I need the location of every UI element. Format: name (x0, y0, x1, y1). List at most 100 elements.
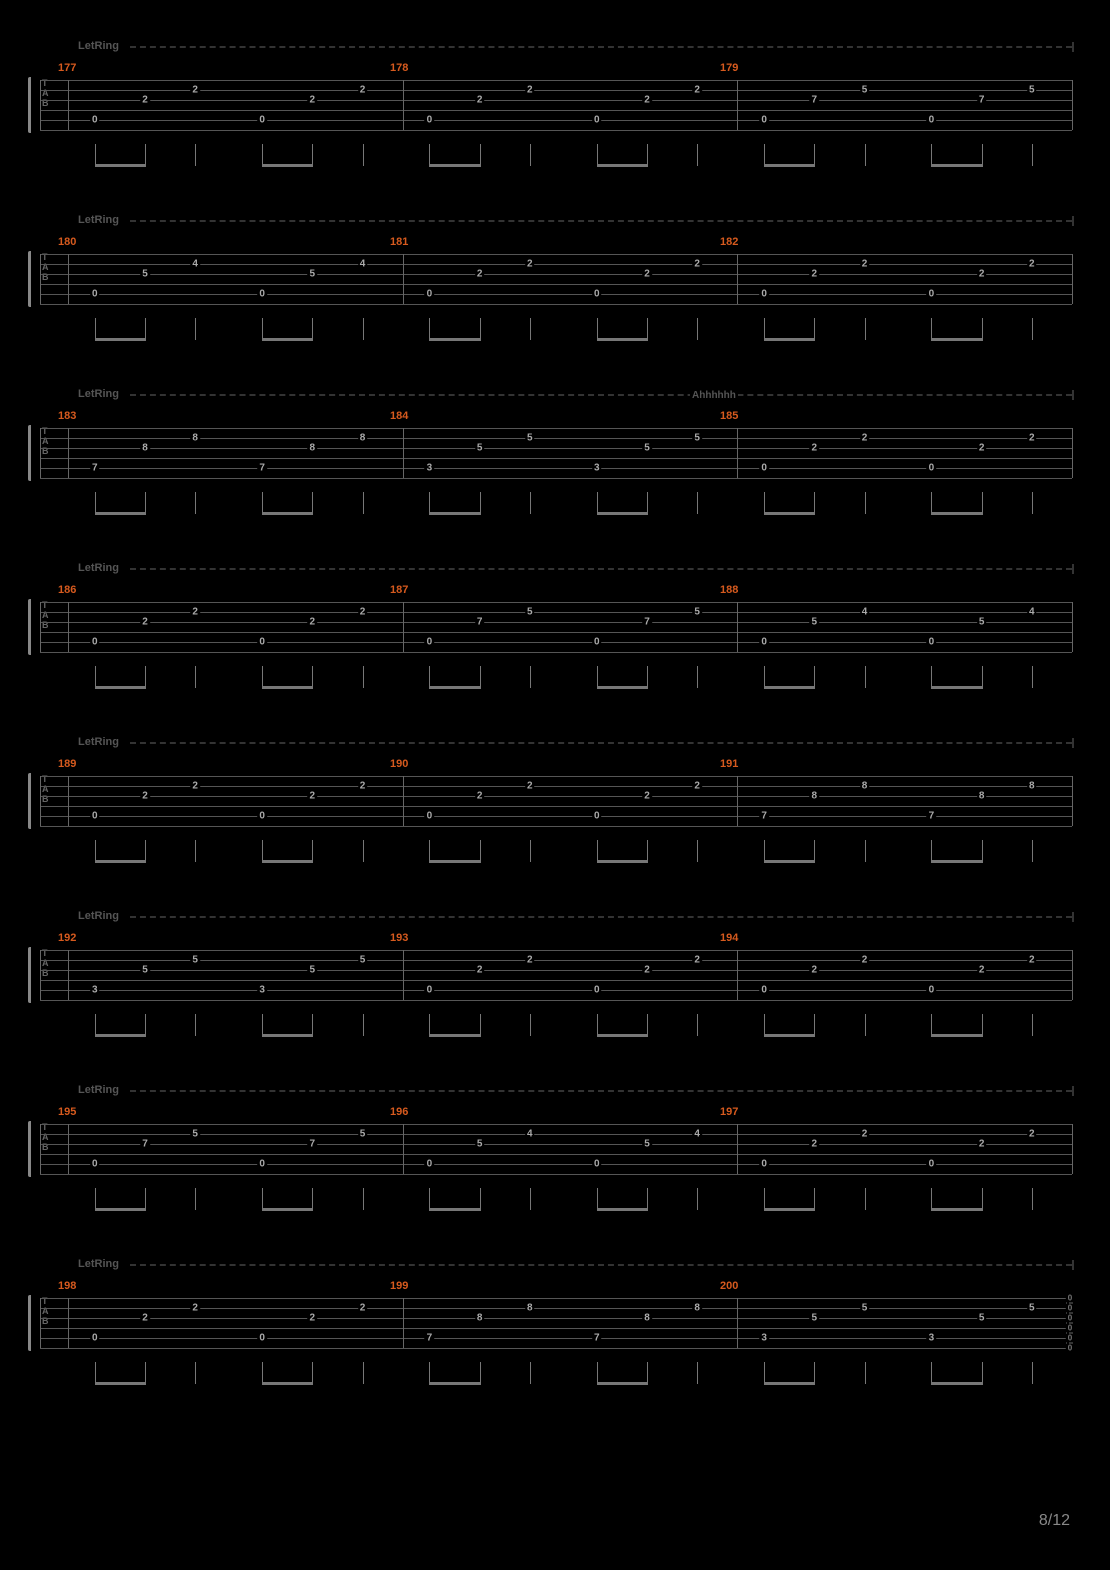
beam (95, 1208, 146, 1211)
fret-number: 2 (642, 269, 652, 280)
note-stem (982, 492, 983, 514)
fret-number: 5 (475, 443, 485, 454)
letring-dashline (130, 568, 1072, 570)
beam-layer (40, 1362, 1072, 1390)
beam (764, 1208, 815, 1211)
note-stem (1032, 1188, 1033, 1210)
beam (262, 338, 313, 341)
note-stem (95, 1188, 96, 1210)
note-stem (429, 492, 430, 514)
measure-number: 194 (720, 932, 738, 944)
tab-system: LetRing198199200TAB000000022022788788355… (30, 1258, 1080, 1396)
beam (764, 860, 815, 863)
note-stem (530, 1362, 531, 1384)
note-stem (480, 1362, 481, 1384)
letring-dashline (130, 394, 1072, 396)
fret-number: 0 (425, 115, 435, 126)
beam-layer (40, 840, 1072, 868)
staff-line (40, 468, 1072, 469)
fret-number: 2 (692, 259, 702, 270)
tab-staff: 355355022022022022 (40, 950, 1072, 1000)
beam-layer (40, 1188, 1072, 1216)
note-stem (363, 144, 364, 166)
measure-number: 190 (390, 758, 408, 770)
letring-dashline (130, 1264, 1072, 1266)
fret-number: 7 (257, 463, 267, 474)
note-stem (865, 1362, 866, 1384)
beam (597, 1382, 648, 1385)
beam (429, 338, 480, 341)
staff-line (40, 478, 1072, 479)
note-stem (931, 492, 932, 514)
staff-line (40, 622, 1072, 623)
note-stem (697, 318, 698, 340)
system-start-barline (40, 428, 41, 478)
staff-line (40, 980, 1072, 981)
fret-number: 0 (257, 811, 267, 822)
fret-number: 2 (190, 1303, 200, 1314)
barline (1072, 602, 1073, 652)
beam (597, 686, 648, 689)
measure-number: 196 (390, 1106, 408, 1118)
staff-line (40, 990, 1072, 991)
fret-number: 3 (927, 1333, 937, 1344)
fret-number: 2 (692, 955, 702, 966)
end-chord-fret: 0 (1066, 1314, 1074, 1323)
note-stem (262, 492, 263, 514)
staff-line (40, 1338, 1072, 1339)
tab-system: LetRing189190191TAB022022022022788788 (30, 736, 1080, 874)
fret-number: 2 (977, 269, 987, 280)
beam (597, 860, 648, 863)
tab-staff: 075075054054022022 (40, 1124, 1072, 1174)
note-stem (982, 1014, 983, 1036)
measure-number: 197 (720, 1106, 738, 1118)
fret-number: 3 (592, 463, 602, 474)
note-stem (814, 840, 815, 862)
note-stem (530, 840, 531, 862)
fret-number: 2 (977, 1139, 987, 1150)
measure-number: 182 (720, 236, 738, 248)
note-stem (195, 318, 196, 340)
barline (737, 1124, 738, 1174)
fret-number: 2 (308, 617, 318, 628)
staff-line (40, 1144, 1072, 1145)
staff-line (40, 254, 1072, 255)
fret-number: 4 (1027, 607, 1037, 618)
barline (68, 776, 69, 826)
fret-number: 2 (358, 781, 368, 792)
beam (764, 1034, 815, 1037)
staff-line (40, 1124, 1072, 1125)
measure-number: 181 (390, 236, 408, 248)
fret-number: 2 (358, 607, 368, 618)
fret-number: 2 (525, 259, 535, 270)
barline (1072, 80, 1073, 130)
fret-number: 0 (90, 811, 100, 822)
tab-system: LetRing195196197TAB075075054054022022 (30, 1084, 1080, 1222)
fret-number: 0 (592, 115, 602, 126)
fret-number: 0 (592, 985, 602, 996)
staff-line (40, 970, 1072, 971)
tab-page: LetRing177178179TAB022022022022075075Let… (0, 0, 1110, 1396)
barline (737, 254, 738, 304)
fret-number: 0 (592, 289, 602, 300)
staff-line (40, 632, 1072, 633)
note-stem (931, 318, 932, 340)
note-stem (982, 144, 983, 166)
fret-number: 2 (642, 791, 652, 802)
fret-number: 0 (90, 289, 100, 300)
note-stem (647, 492, 648, 514)
note-stem (1032, 492, 1033, 514)
beam (95, 338, 146, 341)
measure-number: 199 (390, 1280, 408, 1292)
fret-number: 5 (810, 617, 820, 628)
barline (403, 1298, 404, 1348)
beam (931, 860, 982, 863)
note-stem (480, 1014, 481, 1036)
note-stem (647, 666, 648, 688)
note-stem (363, 1014, 364, 1036)
note-stem (530, 318, 531, 340)
note-stem (95, 1362, 96, 1384)
fret-number: 2 (140, 95, 150, 106)
beam-layer (40, 1014, 1072, 1042)
note-stem (95, 666, 96, 688)
